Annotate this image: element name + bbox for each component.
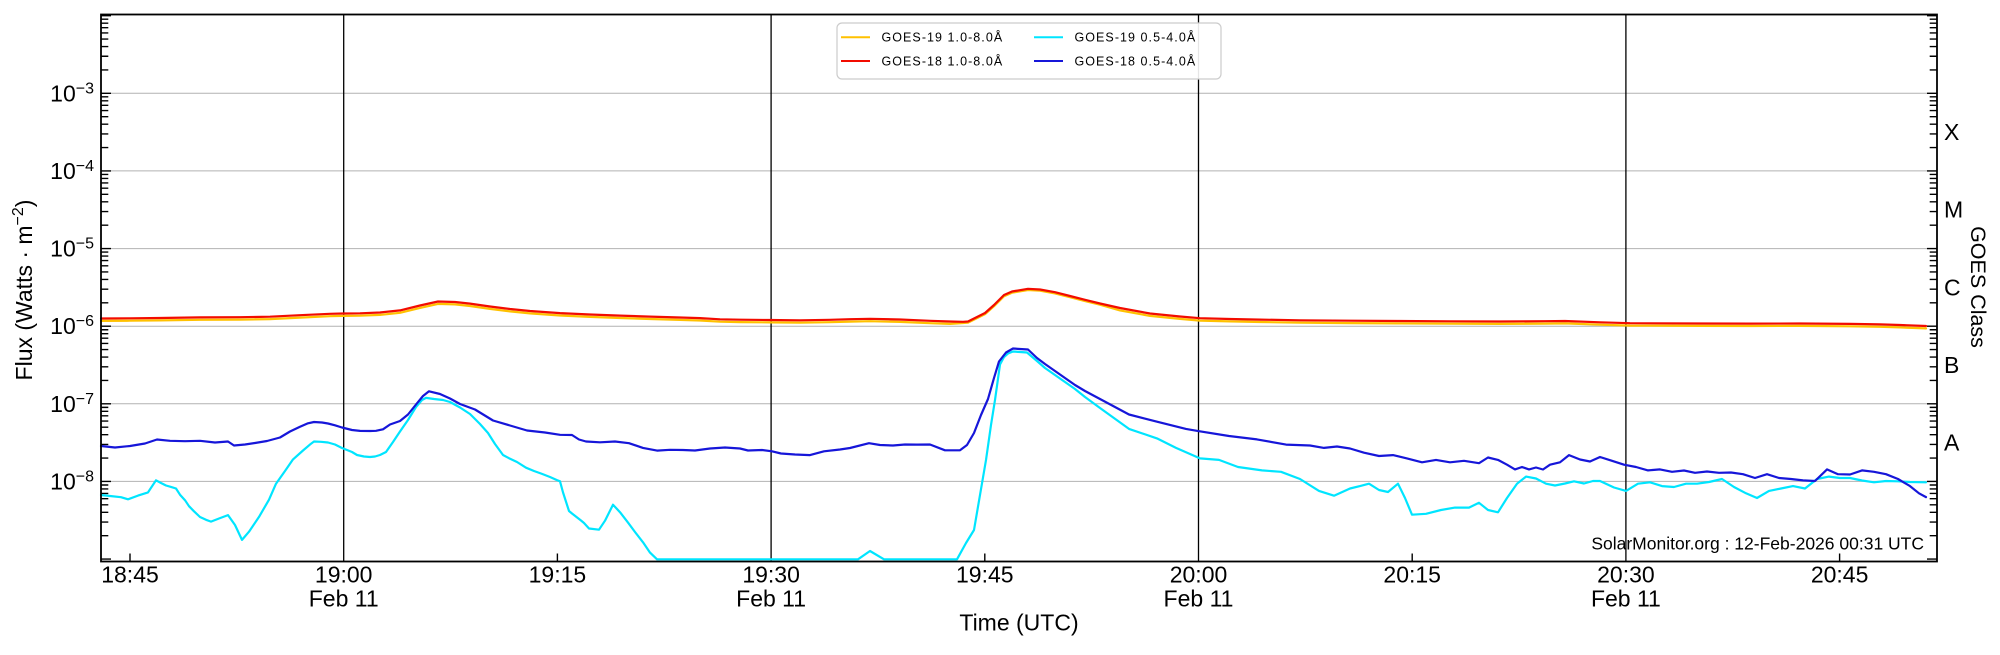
svg-text:19:45: 19:45 [956, 562, 1014, 588]
svg-text:20:15: 20:15 [1383, 562, 1441, 588]
svg-text:M: M [1944, 197, 1963, 223]
svg-text:10−8: 10−8 [50, 468, 94, 494]
svg-text:18:45: 18:45 [101, 562, 159, 588]
svg-text:Feb 11: Feb 11 [736, 586, 806, 612]
svg-text:Flux (Watts · m−2): Flux (Watts · m−2) [10, 200, 37, 381]
svg-text:GOES-19 0.5-4.0Å: GOES-19 0.5-4.0Å [1075, 30, 1197, 45]
svg-text:20:00: 20:00 [1170, 562, 1228, 588]
svg-text:GOES-19 1.0-8.0Å: GOES-19 1.0-8.0Å [882, 30, 1004, 45]
svg-text:Time (UTC): Time (UTC) [959, 610, 1078, 636]
svg-text:19:30: 19:30 [742, 562, 800, 588]
svg-text:A: A [1944, 430, 1960, 456]
svg-text:Feb 11: Feb 11 [1164, 586, 1234, 612]
svg-text:20:30: 20:30 [1597, 562, 1655, 588]
svg-text:10−3: 10−3 [50, 80, 94, 106]
svg-text:GOES Class: GOES Class [1966, 226, 1990, 348]
svg-text:Feb 11: Feb 11 [1591, 586, 1661, 612]
svg-text:19:00: 19:00 [315, 562, 373, 588]
svg-text:SolarMonitor.org : 12-Feb-2026: SolarMonitor.org : 12-Feb-2026 00:31 UTC [1591, 534, 1924, 554]
svg-text:10−7: 10−7 [50, 391, 94, 417]
svg-text:GOES-18 1.0-8.0Å: GOES-18 1.0-8.0Å [882, 53, 1004, 68]
svg-text:X: X [1944, 119, 1959, 145]
svg-text:20:45: 20:45 [1811, 562, 1869, 588]
svg-text:GOES-18 0.5-4.0Å: GOES-18 0.5-4.0Å [1075, 53, 1197, 68]
svg-text:19:15: 19:15 [529, 562, 587, 588]
svg-text:C: C [1944, 274, 1961, 300]
svg-text:Feb 11: Feb 11 [309, 586, 379, 612]
svg-text:B: B [1944, 352, 1959, 378]
